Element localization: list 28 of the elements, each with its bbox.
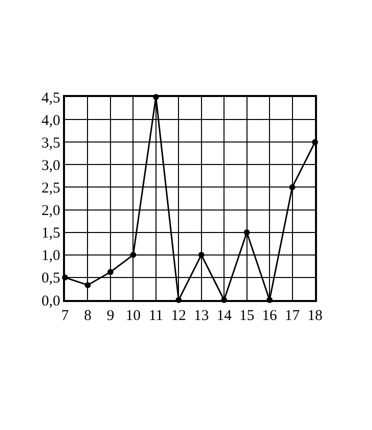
point	[289, 184, 296, 190]
x-tick-label: 8	[84, 308, 92, 324]
x-tick-label: 18	[308, 308, 322, 324]
x-tick-label: 15	[239, 308, 254, 324]
point	[198, 252, 204, 258]
x-tick-label: 11	[148, 308, 164, 324]
point	[130, 252, 136, 258]
x-tick-label: 7	[61, 308, 70, 324]
point	[84, 282, 91, 288]
x-tick-label: 10	[126, 308, 141, 324]
y-tick-label: 3,5	[42, 135, 60, 152]
y-tick-label: 0,0	[42, 293, 60, 310]
point	[244, 229, 250, 236]
y-tick-label: 3,0	[42, 158, 60, 174]
y-tick-label: 1,0	[42, 248, 60, 264]
y-tick-label: 4,5	[42, 90, 60, 106]
x-tick-label: 14	[216, 308, 232, 324]
x-tick-label: 13	[194, 308, 209, 324]
y-tick-label: 1,5	[42, 226, 60, 242]
y-tick-label: 0,5	[42, 270, 60, 287]
x-tick-label: 16	[262, 308, 278, 324]
x-tick-label: 12	[171, 308, 186, 324]
y-tick-label: 2,0	[42, 203, 60, 220]
x-tick-label: 17	[284, 308, 300, 324]
y-tick-label: 2,5	[42, 180, 60, 196]
y-tick-label: 4,0	[42, 112, 60, 129]
x-tick-label: 9	[106, 308, 114, 324]
point	[107, 269, 114, 276]
